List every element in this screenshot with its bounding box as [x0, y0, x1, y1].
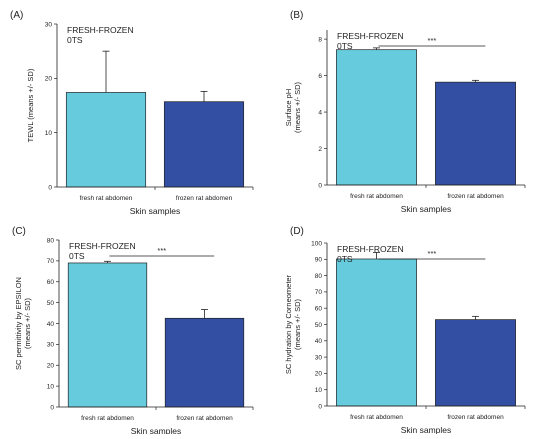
y-axis-label: (means +/- SD): [293, 81, 302, 133]
y-tick-label: 30: [315, 354, 323, 361]
annotation-text: FRESH-FROZEN: [67, 25, 134, 35]
y-tick-label: 0: [50, 404, 54, 411]
y-tick-label: 50: [315, 322, 323, 329]
bar-frozen: [435, 319, 516, 407]
bar-fresh: [67, 262, 148, 408]
y-axis-label: SC hydration by Corneometer: [284, 274, 293, 374]
x-tick-label: fresh rat abdomen: [350, 193, 403, 200]
y-tick-label: 20: [315, 371, 323, 378]
y-tick-label: 4: [318, 109, 322, 116]
bar-frozen: [435, 81, 516, 186]
y-axis-label: SC permittivity by EPSILON: [14, 277, 23, 370]
x-tick-label: fresh rat abdomen: [350, 414, 403, 421]
y-axis-label: TEWL (means +/- SD): [26, 68, 35, 142]
x-tick-label: frozen rat abdomen: [447, 193, 504, 200]
y-tick-label: 50: [47, 300, 55, 307]
panel-label: (B): [290, 10, 303, 21]
bar-frozen: [163, 101, 245, 188]
significance-stars: ***: [428, 249, 437, 258]
y-tick-label: 10: [45, 130, 53, 137]
y-tick-label: 10: [47, 383, 55, 390]
y-tick-label: 70: [315, 289, 323, 296]
bar-frozen: [164, 317, 245, 408]
bar-fresh: [336, 258, 417, 407]
annotation-text: 0TS: [337, 254, 353, 264]
bar-fresh: [65, 92, 147, 188]
x-axis-label: Skin samples: [401, 204, 452, 214]
x-tick-label: frozen rat abdomen: [176, 415, 233, 422]
y-tick-label: 70: [47, 258, 55, 265]
annotation-text: FRESH-FROZEN: [337, 31, 404, 41]
y-tick-label: 20: [45, 76, 53, 83]
y-tick-label: 6: [318, 73, 322, 80]
y-tick-label: 20: [47, 363, 55, 370]
panel-label: (A): [10, 10, 23, 21]
y-tick-label: 30: [47, 342, 55, 349]
panel-label: (C): [12, 226, 26, 237]
y-tick-label: 80: [315, 273, 323, 280]
chart-panel-2: (B) fresh rat abdomen frozen rat abdomen 0 2…: [284, 10, 526, 214]
x-tick-label: fresh rat abdomen: [80, 195, 133, 202]
annotation-text: FRESH-FROZEN: [69, 241, 136, 251]
y-axis-label: Surface pH: [284, 89, 293, 127]
chart-panel-4: (D) fresh rat abdomen frozen rat abdomen 0 1…: [284, 226, 526, 435]
annotation-text: 0TS: [337, 41, 353, 51]
x-axis-label: Skin samples: [131, 426, 182, 434]
y-tick-label: 30: [45, 21, 53, 28]
y-tick-label: 90: [315, 257, 323, 264]
x-tick-label: frozen rat abdomen: [176, 195, 233, 202]
y-tick-label: 100: [311, 240, 322, 247]
x-tick-label: frozen rat abdomen: [447, 414, 504, 421]
x-axis-label: Skin samples: [401, 425, 452, 434]
x-tick-label: fresh rat abdomen: [81, 415, 134, 422]
x-axis-label: Skin samples: [130, 206, 181, 216]
y-axis-label: (means +/- SD): [23, 297, 32, 349]
y-tick-label: 0: [318, 403, 322, 410]
significance-stars: ***: [428, 36, 437, 45]
y-axis-label: (means +/- SD): [293, 298, 302, 350]
y-tick-label: 60: [47, 279, 55, 286]
y-tick-label: 60: [315, 306, 323, 313]
chart-panel-1: (A) fresh rat abdomen frozen rat abdomen 0 1…: [10, 10, 254, 216]
panel-label: (D): [290, 226, 304, 237]
significance-stars: ***: [157, 246, 166, 255]
y-tick-label: 8: [318, 36, 322, 43]
y-tick-label: 0: [48, 184, 52, 191]
annotation-text: 0TS: [69, 251, 85, 261]
annotation-text: 0TS: [67, 35, 83, 45]
y-tick-label: 10: [315, 387, 323, 394]
y-tick-label: 0: [318, 182, 322, 189]
annotation-text: FRESH-FROZEN: [337, 244, 404, 254]
y-tick-label: 80: [47, 237, 55, 244]
y-tick-label: 40: [315, 338, 323, 345]
y-tick-label: 40: [47, 321, 55, 328]
bar-fresh: [336, 49, 417, 186]
y-tick-label: 2: [318, 146, 322, 153]
chart-panel-3: (C) fresh rat abdomen frozen rat abdomen 0 1…: [12, 226, 254, 436]
